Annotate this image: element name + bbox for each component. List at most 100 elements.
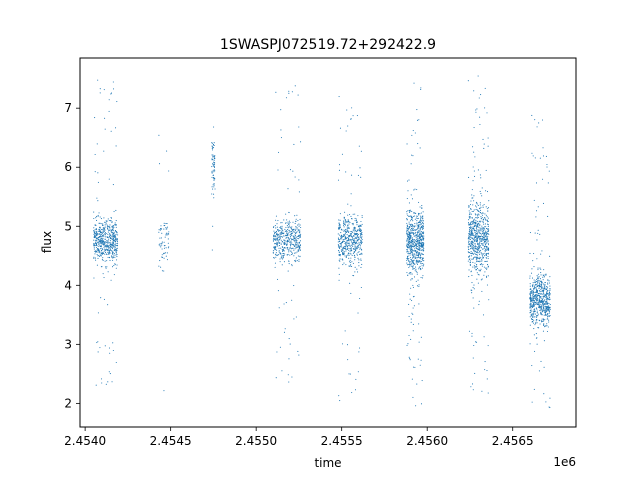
data-point [475, 258, 477, 260]
data-point [112, 242, 114, 244]
data-point [100, 237, 102, 240]
data-point [168, 231, 170, 233]
data-point [418, 248, 420, 250]
data-point [421, 267, 423, 269]
data-point [409, 223, 411, 225]
data-point [342, 239, 344, 241]
data-point [290, 240, 292, 242]
data-point [276, 226, 278, 228]
data-point [350, 257, 352, 259]
data-point [481, 254, 483, 256]
data-point [95, 228, 97, 230]
data-point [549, 289, 551, 292]
data-point [357, 215, 359, 217]
data-point [339, 255, 341, 257]
data-point [420, 269, 422, 271]
data-point [538, 305, 540, 308]
data-point [487, 210, 489, 212]
data-point [412, 225, 414, 227]
data-point [111, 227, 113, 229]
data-point [106, 249, 108, 251]
data-point [361, 252, 363, 254]
data-point [347, 125, 349, 127]
data-point [105, 232, 107, 235]
data-point [337, 237, 339, 239]
data-point [529, 343, 531, 345]
data-point [468, 243, 470, 245]
data-point [422, 231, 424, 233]
data-point [103, 298, 105, 300]
data-point [342, 247, 344, 249]
data-point [346, 344, 349, 346]
data-point [488, 229, 490, 231]
data-point [479, 239, 481, 241]
data-point [540, 287, 543, 289]
data-point [348, 227, 350, 229]
data-point [534, 288, 536, 290]
data-point [295, 257, 297, 259]
data-point [480, 233, 482, 235]
data-point [412, 254, 415, 256]
data-point [102, 273, 104, 275]
data-point [534, 283, 536, 285]
data-point [544, 284, 546, 286]
data-point [410, 215, 412, 217]
data-point [213, 169, 215, 171]
data-point [540, 305, 542, 307]
data-point [541, 292, 543, 294]
data-point [484, 231, 487, 233]
data-point [418, 261, 420, 263]
data-point [343, 238, 345, 241]
data-point [422, 220, 424, 222]
data-point [293, 244, 295, 246]
data-point [211, 154, 213, 156]
data-point [94, 117, 96, 119]
data-point [535, 292, 537, 294]
data-point [406, 211, 408, 213]
data-point [542, 290, 544, 292]
data-point [413, 242, 415, 244]
data-point [344, 211, 346, 213]
data-point [98, 227, 101, 229]
data-point [538, 294, 540, 297]
data-point [98, 222, 100, 224]
data-point [531, 295, 533, 297]
data-point [213, 142, 215, 144]
data-point [360, 243, 362, 245]
data-point [359, 228, 362, 230]
data-point [95, 250, 97, 252]
data-point [473, 253, 475, 255]
data-point [474, 252, 476, 254]
data-point [476, 259, 478, 261]
data-point [347, 220, 349, 222]
data-point [481, 290, 483, 292]
data-point [104, 231, 106, 234]
data-point [105, 267, 107, 269]
data-point [287, 233, 289, 235]
data-point [419, 213, 421, 215]
data-point [488, 299, 490, 301]
data-point [532, 314, 534, 316]
data-point [408, 303, 410, 306]
data-point [539, 267, 541, 269]
data-point [106, 245, 108, 247]
data-point [468, 215, 470, 217]
x-axis-ticks: 2.4540 2.4545 2.4550 2.4555 2.4560 2.4565 [64, 427, 534, 448]
data-point [116, 232, 118, 234]
data-point [294, 232, 297, 234]
data-point [351, 231, 353, 233]
data-point [535, 316, 537, 318]
data-point [541, 311, 543, 313]
data-point [93, 243, 95, 245]
data-point [295, 252, 297, 254]
data-point [112, 227, 114, 229]
data-point [414, 255, 416, 257]
data-point [487, 275, 489, 277]
data-point [295, 259, 297, 261]
data-point [469, 212, 471, 214]
data-point [420, 216, 422, 218]
data-point [358, 238, 360, 240]
data-point [529, 277, 531, 279]
data-point [413, 82, 415, 84]
data-point [286, 248, 288, 250]
